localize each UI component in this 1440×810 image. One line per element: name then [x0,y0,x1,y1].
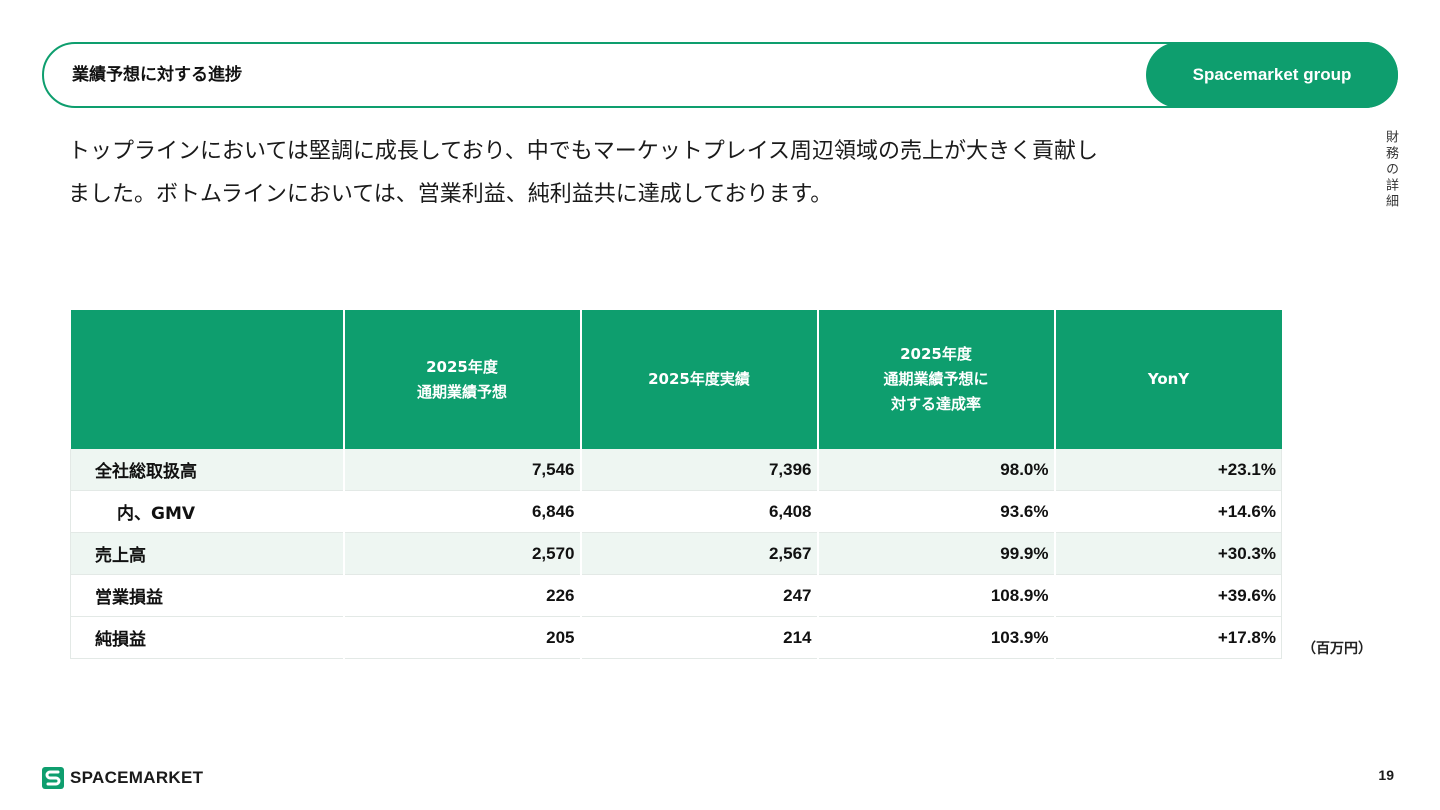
table-row: 純損益 205 214 103.9% +17.8% [70,616,1282,659]
cell-achievement: 93.6% [816,490,1055,533]
table-row: 内、GMV 6,846 6,408 93.6% +14.6% [70,490,1282,533]
spacemarket-logo-icon [42,767,64,789]
page-number: 19 [1378,767,1394,783]
header-achievement-l3: 対する達成率 [890,395,981,413]
cell-yoy: +14.6% [1053,490,1282,533]
cell-forecast: 7,546 [342,449,581,491]
row-label: 全社総取扱高 [70,449,344,491]
cell-achievement: 99.9% [816,532,1055,575]
intro-line-1: トップラインにおいては堅調に成長しており、中でもマーケットプレイス周辺領域の売上… [68,139,1099,164]
table-header-row: 2025年度 通期業績予想 2025年度実績 2025年度 通期業績予想に 対す… [70,310,1282,449]
cell-forecast: 226 [342,574,581,617]
table-row: 売上高 2,570 2,567 99.9% +30.3% [70,532,1282,575]
table-row: 全社総取扱高 7,546 7,396 98.0% +23.1% [70,449,1282,491]
cell-forecast: 205 [342,616,581,659]
intro-line-2: ました。ボトムラインにおいては、営業利益、純利益共に達成しております。 [68,182,833,207]
table-row: 営業損益 226 247 108.9% +39.6% [70,574,1282,617]
header-yoy: YonY [1053,310,1282,449]
header-bar: 業績予想に対する進捗 Spacemarket group [42,42,1398,108]
cell-actual: 6,408 [579,490,818,533]
cell-yoy: +23.1% [1053,449,1282,491]
row-label: 営業損益 [70,574,344,617]
page-title: 業績予想に対する進捗 [72,65,242,85]
row-label: 内、GMV [70,490,344,533]
cell-forecast: 2,570 [342,532,581,575]
unit-note: （百万円） [1302,641,1372,657]
header-achievement-l2: 通期業績予想に [883,370,989,388]
header-actual: 2025年度実績 [579,310,818,449]
cell-achievement: 103.9% [816,616,1055,659]
logo-wordmark: SPACEMARKET [70,768,204,787]
header-forecast: 2025年度 通期業績予想 [342,310,581,449]
cell-actual: 247 [579,574,818,617]
cell-achievement: 98.0% [816,449,1055,491]
cell-actual: 214 [579,616,818,659]
section-side-label: 財務の詳細 [1383,130,1398,210]
row-label: 純損益 [70,616,344,659]
brand-badge: Spacemarket group [1146,42,1398,108]
cell-yoy: +30.3% [1053,532,1282,575]
cell-forecast: 6,846 [342,490,581,533]
cell-yoy: +17.8% [1053,616,1282,659]
header-achievement-l1: 2025年度 [900,345,972,363]
cell-yoy: +39.6% [1053,574,1282,617]
results-table: 2025年度 通期業績予想 2025年度実績 2025年度 通期業績予想に 対す… [70,310,1282,659]
header-blank [70,310,344,449]
header-forecast-l2: 通期業績予想 [416,382,507,401]
cell-actual: 7,396 [579,449,818,491]
cell-achievement: 108.9% [816,574,1055,617]
header-forecast-l1: 2025年度 [426,357,498,376]
intro-text: トップラインにおいては堅調に成長しており、中でもマーケットプレイス周辺領域の売上… [68,130,1268,216]
cell-actual: 2,567 [579,532,818,575]
header-achievement: 2025年度 通期業績予想に 対する達成率 [816,310,1055,449]
row-label: 売上高 [70,532,344,575]
footer-logo: SPACEMARKET [42,766,203,790]
